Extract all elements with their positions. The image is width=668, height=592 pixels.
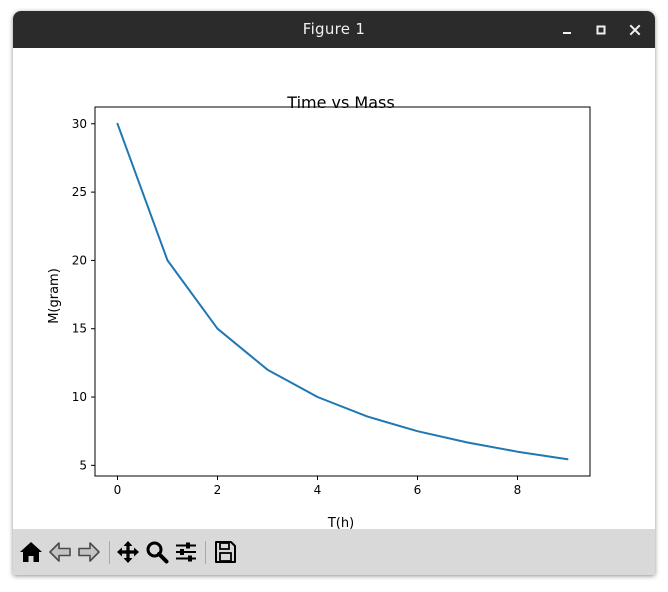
- figure-window: Figure 1 Time vs Mass T(h) M(gram) 0 2 4 6 8…: [13, 11, 655, 575]
- axis-ticks: 0 2 4 6 8 5 10 15 20 25 30: [72, 117, 522, 497]
- figure-canvas[interactable]: Time vs Mass T(h) M(gram) 0 2 4 6 8 5 10 15 20 25…: [13, 48, 655, 531]
- close-icon: [629, 24, 641, 36]
- pan-button[interactable]: [114, 538, 142, 566]
- y-tick-label: 25: [72, 185, 87, 199]
- zoom-icon: [146, 541, 169, 564]
- back-icon: [49, 542, 71, 562]
- x-tick-label: 4: [314, 483, 322, 497]
- configure-subplots-button[interactable]: [172, 538, 200, 566]
- y-tick-label: 20: [72, 253, 87, 267]
- save-button[interactable]: [211, 538, 239, 566]
- toolbar-separator: [109, 541, 110, 564]
- plot-area-frame: [94, 106, 591, 477]
- x-tick-label: 0: [114, 483, 122, 497]
- forward-icon: [78, 542, 100, 562]
- navigation-toolbar: [13, 529, 655, 575]
- home-button[interactable]: [17, 538, 45, 566]
- minimize-button[interactable]: [556, 19, 578, 41]
- save-icon: [215, 541, 236, 563]
- y-tick-label: 30: [72, 117, 87, 131]
- x-tick-label: 2: [214, 483, 222, 497]
- x-tick-label: 6: [414, 483, 422, 497]
- minimize-icon: [563, 32, 571, 34]
- toolbar-separator: [205, 541, 206, 564]
- zoom-button[interactable]: [143, 538, 171, 566]
- line-chart: Time vs Mass T(h) M(gram) 0 2 4 6 8 5 10 15 20 25…: [47, 93, 591, 531]
- forward-button[interactable]: [75, 538, 103, 566]
- maximize-icon: [596, 25, 606, 35]
- configure-subplots-icon: [176, 542, 196, 562]
- maximize-button[interactable]: [590, 19, 612, 41]
- series-line: [116, 122, 569, 461]
- window-title: Figure 1: [302, 20, 366, 38]
- y-tick-label: 15: [72, 322, 87, 336]
- pan-icon: [117, 541, 139, 563]
- close-button[interactable]: [624, 19, 646, 41]
- title-bar[interactable]: Figure 1: [13, 11, 655, 48]
- chart-title: Time vs Mass: [286, 93, 394, 112]
- y-axis-label: M(gram): [47, 268, 62, 324]
- y-tick-label: 5: [79, 458, 87, 472]
- home-icon: [20, 542, 42, 562]
- y-tick-label: 10: [72, 390, 87, 404]
- x-axis-label: T(h): [327, 516, 354, 529]
- back-button[interactable]: [46, 538, 74, 566]
- x-tick-label: 8: [514, 483, 522, 497]
- series-layer: [116, 122, 569, 461]
